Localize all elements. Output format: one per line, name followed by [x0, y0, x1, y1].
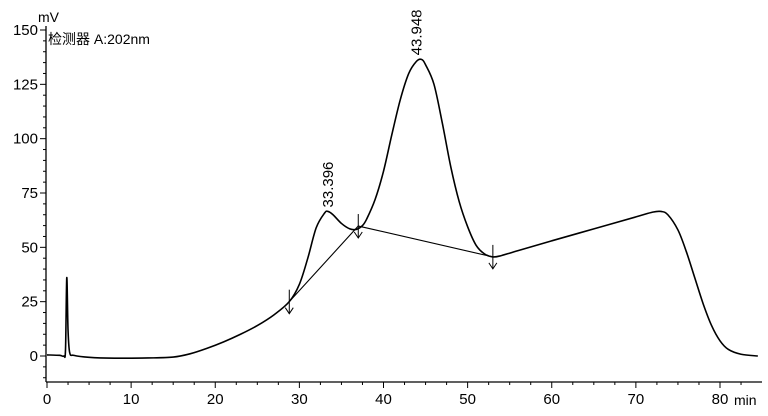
y-unit-label: mV [38, 9, 60, 25]
y-tick-label: 25 [21, 294, 38, 311]
y-tick-label: 0 [30, 348, 38, 365]
integration-baseline [289, 226, 493, 302]
axes [46, 26, 762, 382]
x-unit-label: min [734, 392, 757, 408]
x-tick-label: 20 [207, 391, 224, 408]
peak-label: 43.948 [409, 9, 426, 55]
x-tick-label: 70 [628, 391, 645, 408]
x-tick-label: 40 [375, 391, 392, 408]
x-tick-label: 50 [459, 391, 476, 408]
y-tick-label: 75 [21, 185, 38, 202]
y-tick-label: 50 [21, 239, 38, 256]
x-tick-label: 0 [43, 391, 51, 408]
y-tick-label: 150 [13, 22, 38, 39]
x-tick-label: 60 [543, 391, 560, 408]
chromatogram-trace [47, 59, 758, 358]
x-tick-label: 80 [712, 391, 729, 408]
y-tick-label: 100 [13, 131, 38, 148]
tick-labels: 0 25 50 75 100 125 150 0 10 20 30 40 50 60 70 80 [13, 22, 728, 408]
peak-labels: 33.396 43.948 [320, 9, 426, 207]
x-tick-label: 10 [123, 391, 140, 408]
integration-baseline-line [289, 226, 493, 302]
ticks [40, 30, 741, 388]
detector-label: 检测器 A:202nm [48, 31, 150, 47]
y-tick-label: 125 [13, 76, 38, 93]
x-tick-label: 30 [291, 391, 308, 408]
integration-markers [285, 214, 497, 314]
integration-marker [285, 290, 293, 314]
peak-label: 33.396 [320, 162, 337, 208]
trace-layer [47, 59, 758, 358]
